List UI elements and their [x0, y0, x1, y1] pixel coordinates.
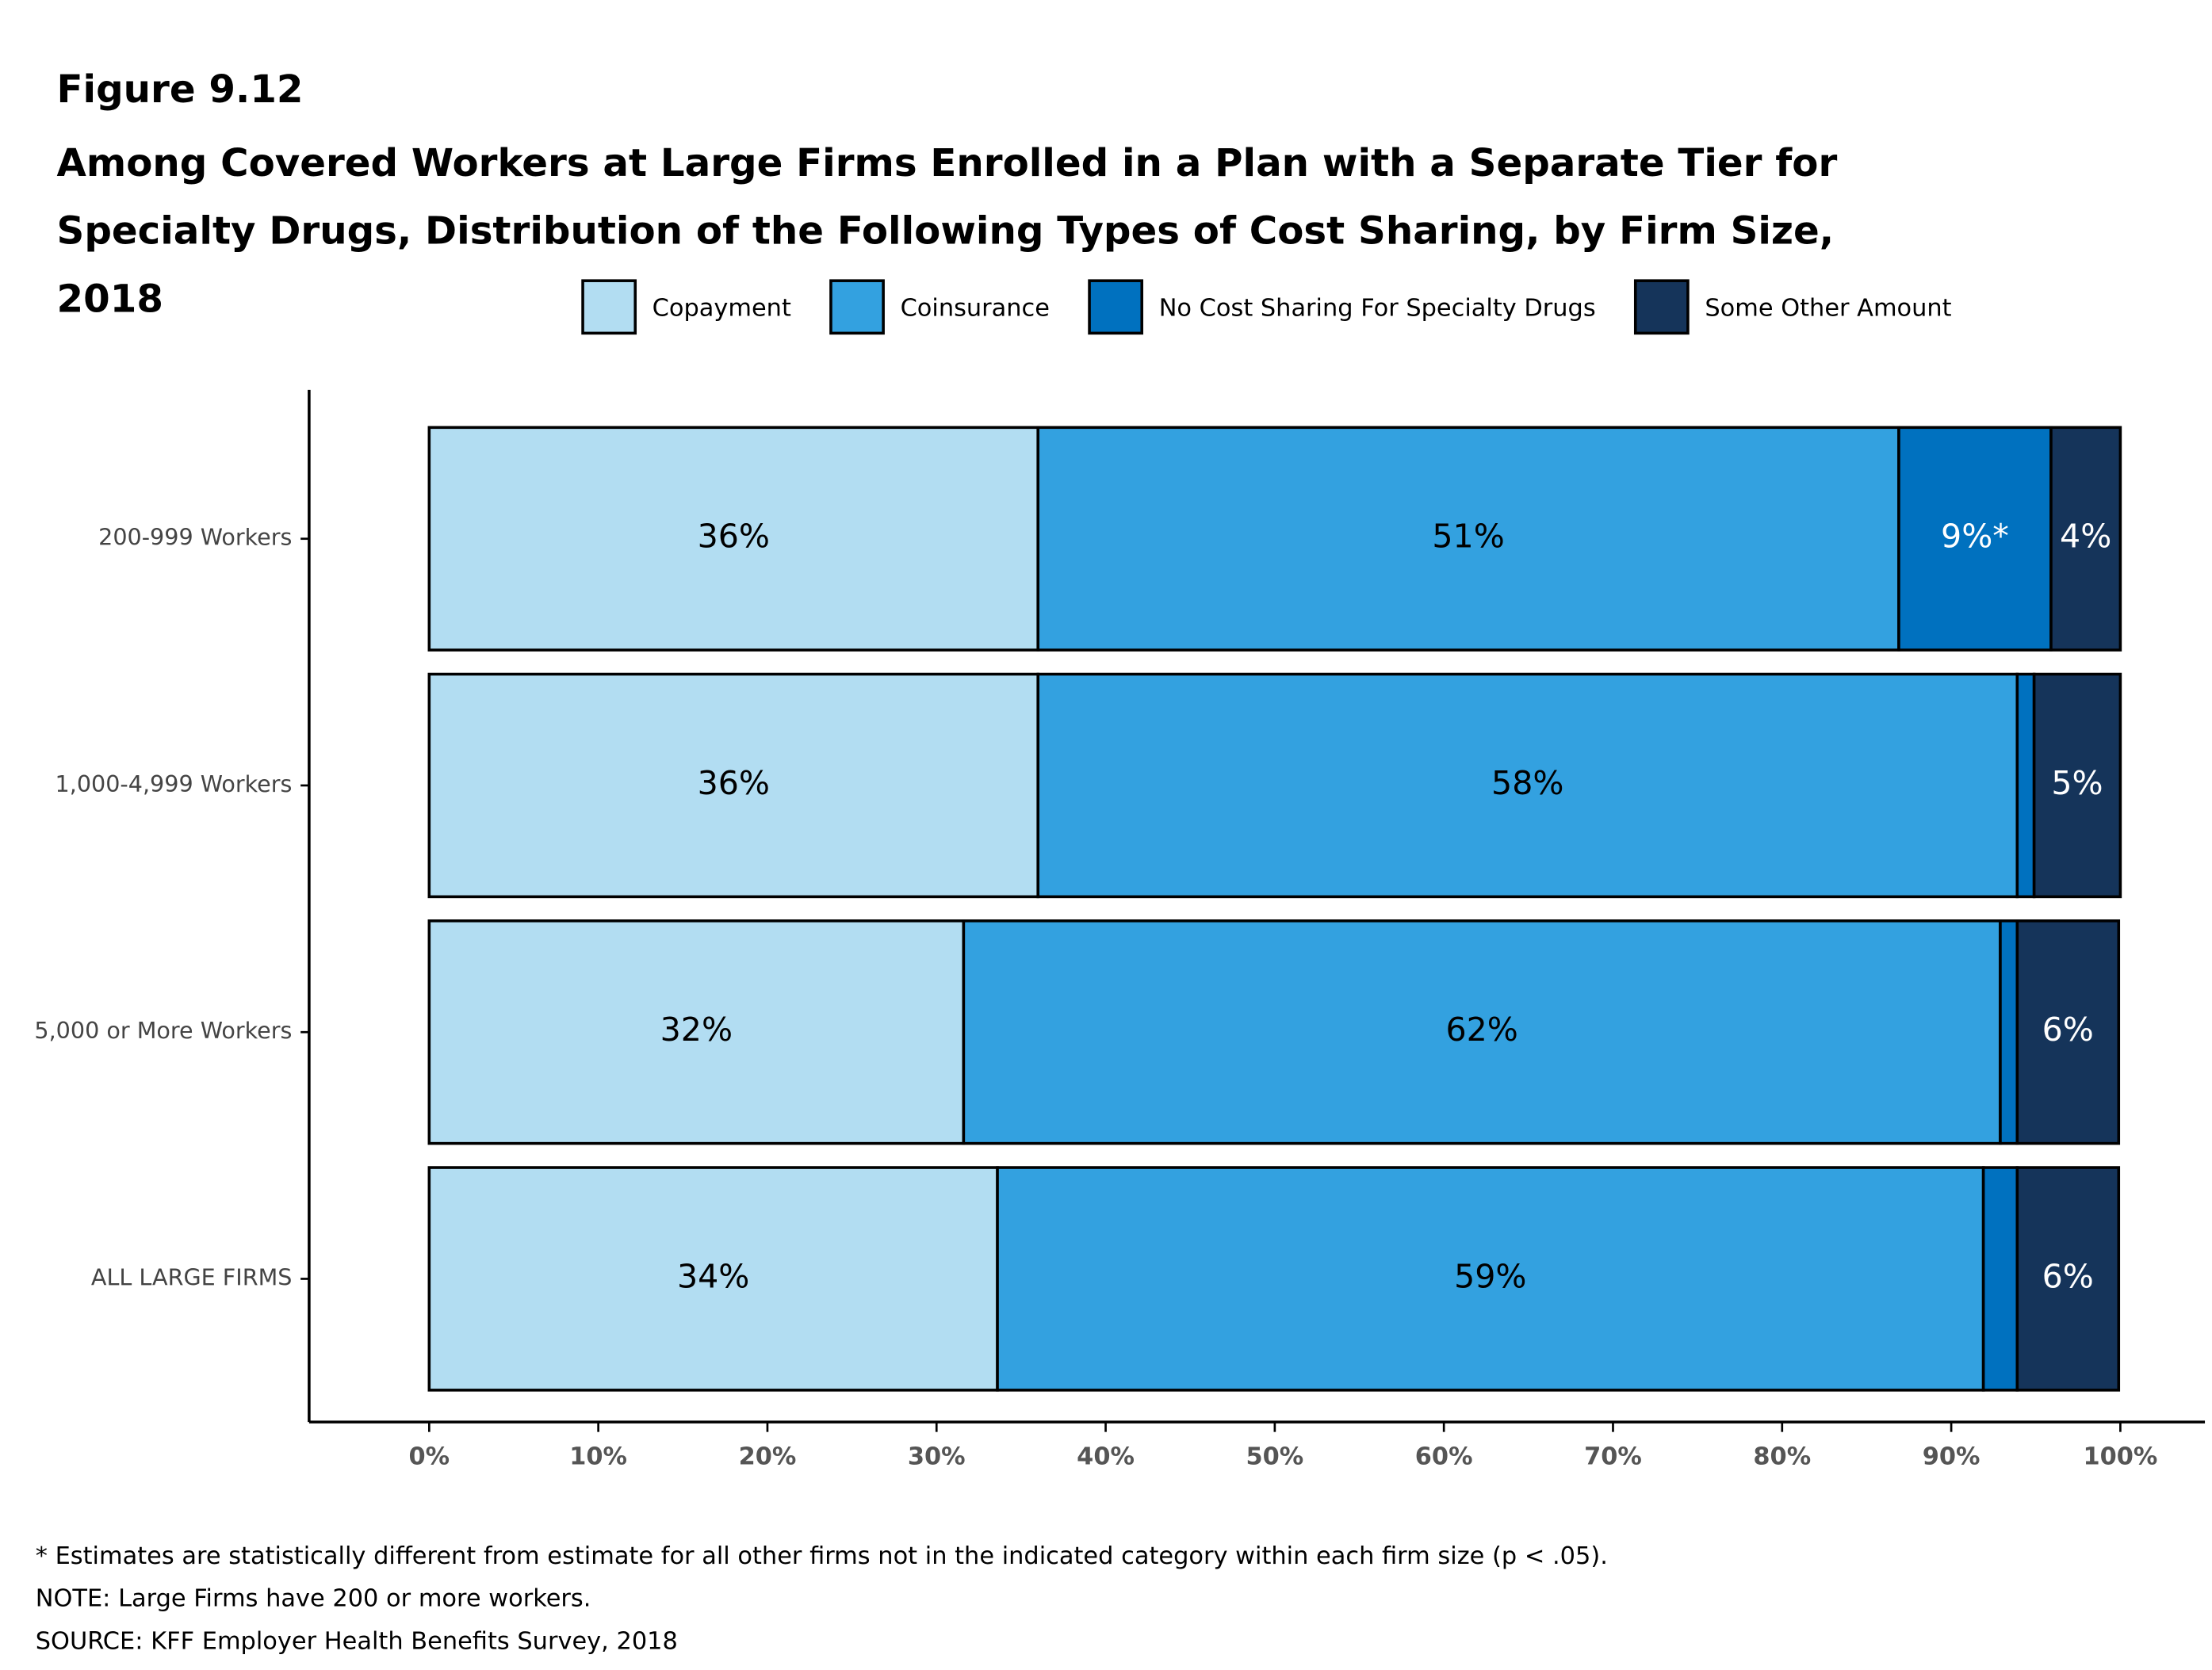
bar-segment: [2015, 672, 2036, 899]
value-label: 6%: [2042, 1011, 2094, 1049]
value-label: 59%: [1454, 1257, 1526, 1295]
x-tick-label: 50%: [1246, 1443, 1303, 1470]
legend-swatch: [1088, 279, 1144, 335]
value-label: 36%: [698, 518, 770, 556]
notes: * Estimates are statistically different …: [36, 1542, 1608, 1670]
value-label: 9%*: [1941, 518, 2009, 556]
x-tick-label: 10%: [569, 1443, 627, 1470]
value-label: 51%: [1432, 518, 1504, 556]
x-tick-label: 40%: [1077, 1443, 1135, 1470]
y-tick-label: 200-999 Workers: [98, 524, 292, 551]
legend-swatch: [1633, 279, 1690, 335]
note: SOURCE: KFF Employer Health Benefits Sur…: [35, 1627, 678, 1657]
value-label: 36%: [698, 764, 770, 802]
value-label: 58%: [1491, 764, 1563, 802]
bar-segment: [1036, 672, 2019, 899]
value-label: 32%: [660, 1011, 733, 1049]
value-label: 5%: [2051, 764, 2103, 802]
bar-segment: [427, 426, 1040, 652]
bar-segment: [1897, 426, 2053, 652]
legend-label: Some Other Amount: [1705, 294, 1951, 322]
bar-segment: [996, 1166, 1985, 1392]
value-label: 62%: [1445, 1011, 1517, 1049]
bar-segment: [1981, 1166, 2019, 1392]
legend-label: Coinsurance: [901, 294, 1050, 322]
legend-swatch: [581, 279, 637, 335]
note: NOTE: Large Firms have 200 or more worke…: [35, 1584, 591, 1614]
bar-segment: [962, 919, 2002, 1145]
bar-segment: [2015, 919, 2121, 1145]
x-tick-label: 60%: [1415, 1443, 1473, 1470]
y-tick-label: 5,000 or More Workers: [34, 1017, 292, 1044]
value-label: 6%: [2042, 1257, 2094, 1295]
legend: Copayment Coinsurance No Cost Sharing For …: [581, 279, 1952, 335]
legend-label: No Cost Sharing For Specialty Drugs: [1159, 294, 1596, 322]
bar-segment: [427, 672, 1040, 899]
y-tick-label: 1,000-4,999 Workers: [55, 770, 293, 797]
figure-label: Figure 9.12: [56, 67, 304, 113]
bar-segment: [427, 1166, 999, 1392]
value-label: 34%: [677, 1257, 749, 1295]
x-tick-label: 70%: [1584, 1443, 1642, 1470]
note: * Estimates are statistically different …: [35, 1542, 1608, 1571]
x-tick-label: 90%: [1923, 1443, 1980, 1470]
x-tick-label: 0%: [409, 1443, 450, 1470]
bar-segment: [427, 919, 966, 1145]
chart-title: Among Covered Workers at Large Firms Enr…: [56, 141, 1838, 323]
x-tick-label: 20%: [739, 1443, 797, 1470]
bar-segment: [2032, 672, 2122, 899]
legend-label: Copayment: [653, 294, 791, 322]
bar-segment: [2015, 1166, 2121, 1392]
x-tick-label: 80%: [1753, 1443, 1811, 1470]
legend-swatch: [829, 279, 885, 335]
x-tick-label: 100%: [2083, 1443, 2157, 1470]
bar-segment: [2049, 426, 2122, 652]
bar-segment: [1036, 426, 1900, 652]
x-tick-label: 30%: [908, 1443, 966, 1470]
y-tick-label: ALL LARGE FIRMS: [91, 1263, 293, 1290]
value-label: 4%: [2060, 518, 2111, 556]
bar-segment: [1999, 919, 2019, 1145]
